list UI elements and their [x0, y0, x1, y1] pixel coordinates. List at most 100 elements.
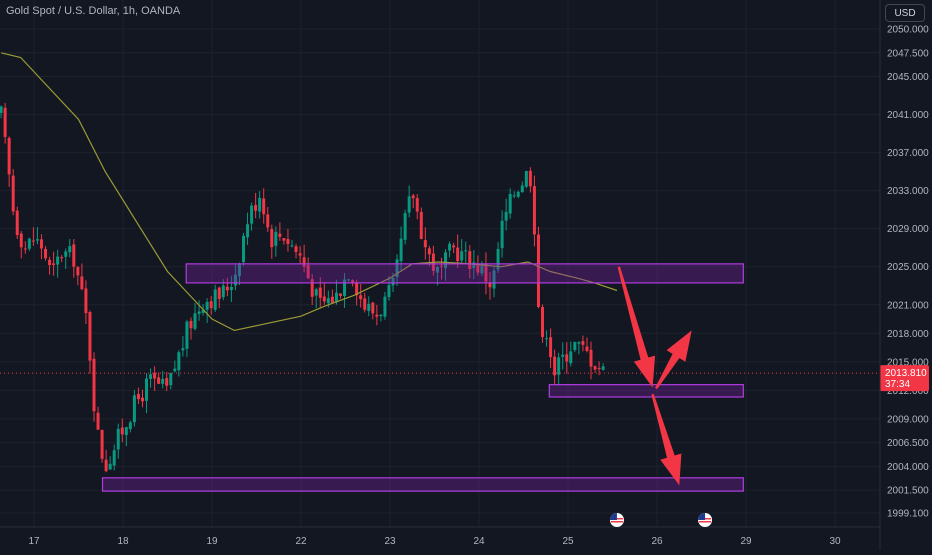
candle — [577, 341, 581, 355]
candle — [565, 342, 569, 374]
candle — [589, 341, 593, 380]
candle-body — [415, 198, 419, 212]
support-resistance-zone — [185, 263, 744, 284]
candle-body — [383, 296, 387, 317]
candle-body — [326, 298, 330, 304]
candle-body — [460, 251, 464, 261]
event-icon-stripe — [610, 521, 623, 523]
candle — [492, 266, 496, 298]
candle — [250, 202, 254, 231]
candle-body — [411, 195, 415, 199]
candle-body — [565, 354, 569, 362]
candle-body — [39, 239, 43, 249]
y-tick-label: 2001.500 — [887, 486, 929, 497]
candle-body — [44, 248, 48, 259]
candle-body — [347, 279, 351, 281]
candle-body — [359, 295, 363, 300]
moving-average-layer — [0, 52, 618, 332]
candle-body — [254, 205, 258, 211]
candle-body — [52, 263, 56, 265]
candle-body — [225, 286, 229, 291]
moving-average-line — [0, 52, 618, 332]
candle-body — [185, 321, 189, 349]
candle-body — [524, 171, 528, 187]
candle — [19, 231, 23, 259]
candle-body — [298, 253, 302, 256]
arrows-layer — [617, 266, 692, 486]
candle — [274, 226, 278, 257]
candle-body — [7, 137, 11, 175]
candle-body — [237, 263, 241, 277]
candle-body — [330, 296, 334, 303]
candle — [367, 296, 371, 316]
economic-event-icon[interactable] — [609, 513, 624, 527]
candle — [500, 210, 504, 258]
candle — [536, 226, 540, 309]
economic-event-icon[interactable] — [698, 513, 713, 527]
candle-body — [597, 368, 601, 370]
candle-body — [452, 245, 456, 248]
candle-body — [274, 231, 278, 246]
candle — [363, 292, 367, 313]
candle — [549, 328, 553, 369]
candle — [355, 279, 359, 306]
candle — [371, 301, 375, 320]
candle-body — [419, 211, 423, 239]
candle — [197, 300, 201, 321]
candle-body — [601, 366, 605, 370]
candle — [72, 239, 76, 278]
candle-body — [355, 283, 359, 296]
candle-body — [500, 220, 504, 249]
y-tick-label: 2033.000 — [887, 186, 929, 197]
candle — [516, 190, 520, 199]
candle — [383, 292, 387, 320]
candle — [460, 239, 464, 264]
y-tick-label: 2045.000 — [887, 72, 929, 83]
event-icon-stripe — [699, 521, 712, 523]
candle-body — [217, 287, 221, 300]
candle-body — [205, 302, 209, 310]
candle — [343, 273, 347, 308]
candle — [120, 418, 124, 443]
x-tick-label: 22 — [295, 536, 307, 547]
candle-body — [541, 307, 545, 338]
candle — [403, 209, 407, 245]
candle — [185, 319, 189, 357]
candle — [84, 280, 88, 325]
candle-body — [573, 342, 577, 351]
candle-body — [177, 352, 181, 371]
candle-body — [31, 240, 35, 242]
candle-body — [201, 309, 205, 313]
candle-body — [136, 393, 140, 400]
candle — [237, 262, 241, 285]
candle — [11, 168, 15, 216]
candle — [60, 255, 64, 263]
candle — [504, 198, 508, 231]
x-axis: 17 18 19 22 23 24 25 26 29 30 — [0, 0, 881, 550]
candle — [229, 275, 233, 303]
y-tick-label: 2037.000 — [887, 148, 929, 159]
candle-body — [391, 278, 395, 286]
candle — [290, 239, 294, 248]
candle-body — [161, 378, 165, 384]
candle — [116, 423, 120, 459]
candle — [7, 136, 11, 187]
candle — [157, 372, 161, 385]
candle-body — [512, 195, 516, 197]
candle — [254, 192, 258, 219]
y-tick-label: 2015.000 — [887, 357, 929, 368]
candle — [262, 188, 266, 224]
candle — [132, 390, 136, 427]
candle-body — [379, 314, 383, 317]
candle-body — [476, 263, 480, 273]
candle-body — [423, 240, 427, 248]
candle — [338, 293, 342, 299]
currency-button[interactable]: USD — [885, 4, 925, 22]
candle-body — [536, 234, 540, 307]
candle — [161, 370, 165, 389]
candle — [44, 246, 48, 261]
candle — [124, 426, 128, 447]
candle-body — [92, 358, 96, 412]
